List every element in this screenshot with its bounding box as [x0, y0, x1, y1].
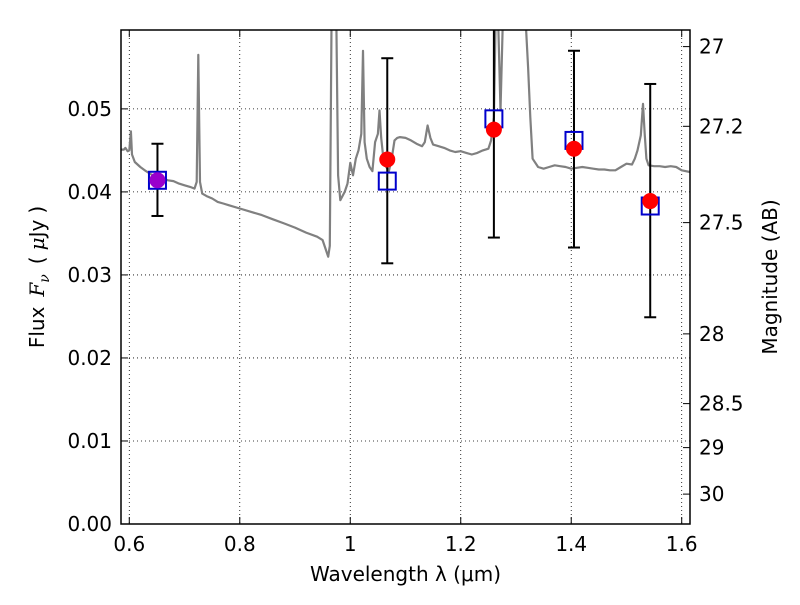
spectrum-line	[121, 30, 690, 258]
observed-point-group	[149, 121, 659, 210]
observed-point	[149, 172, 166, 189]
plot-background	[121, 30, 690, 524]
x-tick-label: 1	[344, 532, 357, 556]
x-tick-label: 1.6	[666, 532, 698, 556]
y2-tick-label: 28	[699, 322, 724, 346]
y2-tick-label: 27	[699, 35, 724, 59]
y2-tick-label: 29	[699, 436, 724, 460]
y2-tick-label: 28.5	[699, 392, 744, 416]
y-axis-label-symbol: F	[25, 282, 49, 298]
y-axis-label-open-paren: (	[25, 256, 49, 264]
y-axis-label-close-paren: )	[25, 206, 49, 214]
x-tick-label: 1.2	[445, 532, 477, 556]
x-tick-label: 0.8	[224, 532, 256, 556]
y-tick-label: 0.02	[67, 346, 112, 370]
x-tick-label: 1.4	[555, 532, 587, 556]
y2-axis-ticks: 27 27.2 27.5 28 28.5 29 30	[683, 35, 744, 506]
observed-point	[485, 121, 502, 138]
y-axis-label-text: Flux	[25, 306, 49, 348]
observed-point	[642, 193, 659, 210]
y-axis-label-units: Jy	[25, 219, 49, 239]
y-axis-label: Flux Fν ( μJy)	[25, 206, 53, 348]
x-tick-label: 0.6	[113, 532, 145, 556]
y-tick-label: 0.05	[67, 97, 112, 121]
y2-tick-label: 27.5	[699, 211, 744, 235]
y2-tick-label: 30	[699, 482, 724, 506]
y2-axis-label: Magnitude (AB)	[758, 199, 782, 354]
y-tick-label: 0.03	[67, 263, 112, 287]
y-tick-label: 0.00	[67, 512, 112, 536]
y-axis-ticks: 0.00 0.01 0.02 0.03 0.04 0.05	[67, 97, 128, 536]
y-axis-label-mu: μ	[25, 237, 49, 250]
y-tick-label: 0.01	[67, 429, 112, 453]
x-axis-ticks: 0.6 0.8 1 1.2 1.4 1.6	[113, 30, 698, 556]
model-point	[377, 171, 397, 191]
observed-point	[379, 151, 396, 168]
model-point	[147, 170, 167, 190]
y-tick-label: 0.04	[67, 180, 112, 204]
y2-tick-label: 27.2	[699, 114, 744, 138]
spectrum-series	[121, 30, 690, 258]
y-axis-label-subscript: ν	[37, 274, 53, 283]
observed-point	[565, 140, 582, 157]
x-axis-label: Wavelength λ (μm)	[310, 562, 501, 586]
plot-frame	[120, 29, 691, 525]
grid-lines	[121, 30, 690, 524]
